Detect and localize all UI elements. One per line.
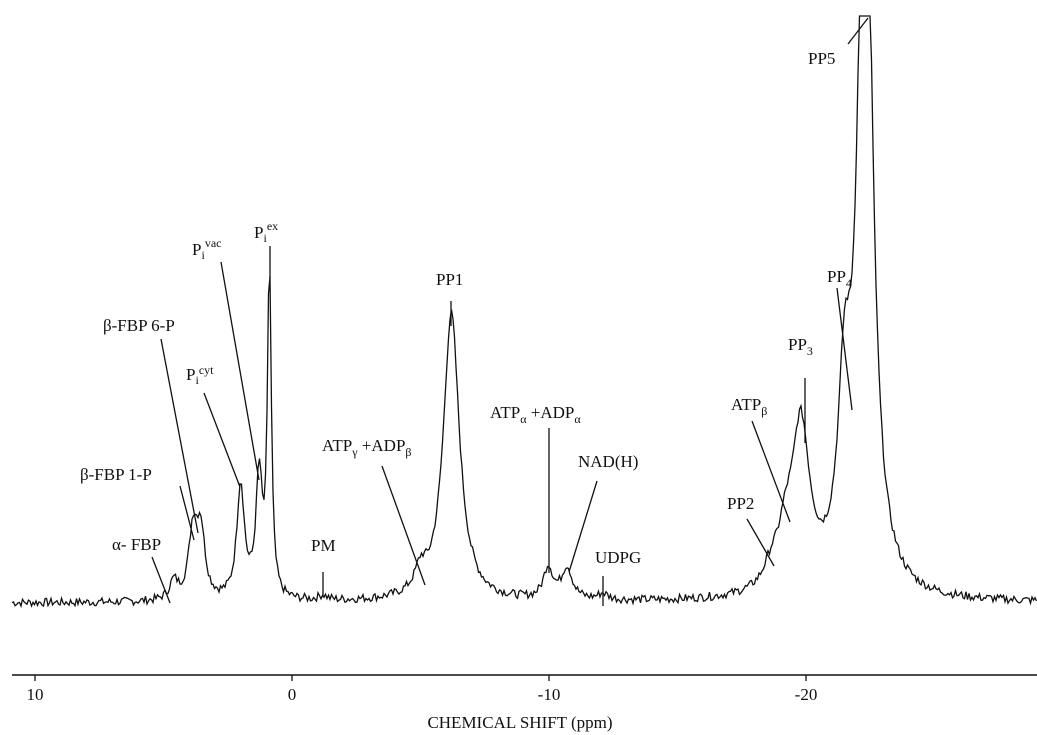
leader-pp4 [836, 287, 853, 411]
label-pp5: PP5 [808, 49, 835, 68]
leader-alpha-fbp [151, 556, 171, 604]
label-pp1: PP1 [436, 270, 463, 289]
label-adp-alpha-sub: α [574, 412, 581, 426]
label-atp-gamma-adp-beta: ATPγ +ADPβ [322, 436, 412, 459]
leader-lines [151, 17, 869, 606]
label-adp-alpha-main: +ADP [527, 403, 575, 422]
label-adp-beta-sub: β [405, 445, 411, 459]
label-pi-ex-sub: i [263, 231, 267, 245]
leader-beta-fbp-6p [160, 338, 199, 534]
label-pi-vac-sub: i [201, 248, 205, 262]
label-pi-cyt-sub: i [195, 373, 199, 387]
label-pi-ex-sup: ex [267, 219, 278, 233]
x-tick-label-10: 10 [27, 685, 44, 704]
label-pi-cyt: Picyt [186, 363, 214, 387]
label-pi-ex-main: P [254, 223, 263, 242]
leader-pi-vac [220, 261, 260, 481]
label-beta-fbp-1p: β-FBP 1-P [80, 465, 152, 484]
leader-pp5 [847, 17, 869, 45]
label-pi-cyt-main: P [186, 365, 195, 384]
label-udpg: UDPG [595, 548, 641, 567]
leader-pp2 [746, 518, 775, 567]
label-pi-cyt-sup: cyt [199, 363, 214, 377]
label-pp4: PP4 [827, 267, 852, 290]
label-pp3: PP3 [788, 335, 813, 358]
leader-atp-gamma [381, 465, 426, 586]
leader-nadh [568, 480, 598, 573]
label-pp4-sub: 4 [846, 276, 852, 290]
x-tick-label-minus-20: -20 [795, 685, 818, 704]
label-atp-gamma-sub: γ [351, 445, 358, 459]
label-atp-alpha-sub: α [520, 412, 527, 426]
label-atp-beta-sub: β [761, 404, 767, 418]
label-pp4-main: PP [827, 267, 846, 286]
label-atp-beta: ATPβ [731, 395, 767, 418]
label-adp-beta-main: +ADP [358, 436, 406, 455]
leader-beta-fbp-1p [179, 485, 195, 541]
label-pi-vac-sup: vac [205, 236, 222, 250]
peak-labels: α- FBP β-FBP 1-P β-FBP 6-P Picyt Pivac P… [80, 49, 852, 567]
x-axis: 10 0 -10 -20 CHEMICAL SHIFT (ppm) [12, 674, 1037, 732]
leader-pi-cyt [203, 392, 241, 488]
label-pi-vac: Pivac [192, 236, 221, 262]
label-pp3-main: PP [788, 335, 807, 354]
label-atp-alpha-main: ATP [490, 403, 520, 422]
x-axis-title: CHEMICAL SHIFT (ppm) [427, 713, 612, 732]
leader-atp-beta [751, 420, 791, 523]
spectrum-line [11, 15, 1037, 609]
label-atp-beta-main: ATP [731, 395, 761, 414]
label-pp3-sub: 3 [807, 344, 813, 358]
label-nadh: NAD(H) [578, 452, 638, 471]
label-pm: PM [311, 536, 336, 555]
label-atp-alpha-adp-alpha: ATPα +ADPα [490, 403, 581, 426]
label-beta-fbp-6p: β-FBP 6-P [103, 316, 175, 335]
label-atp-gamma-main: ATP [322, 436, 352, 455]
label-alpha-fbp: α- FBP [112, 535, 161, 554]
label-pi-vac-main: P [192, 240, 201, 259]
label-pi-ex: Piex [254, 219, 278, 245]
label-pp2: PP2 [727, 494, 754, 513]
x-tick-label-minus-10: -10 [538, 685, 561, 704]
x-tick-label-0: 0 [288, 685, 297, 704]
